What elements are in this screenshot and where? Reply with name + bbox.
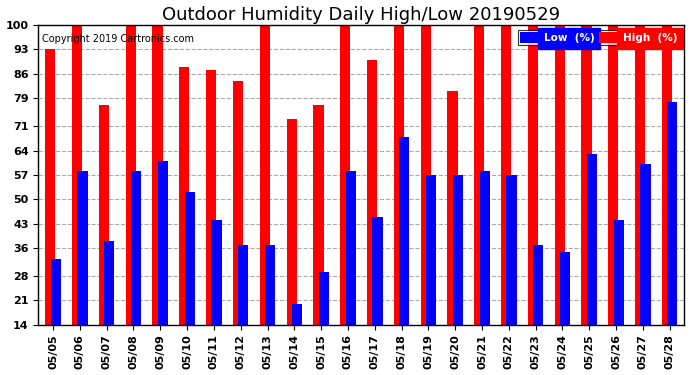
Bar bbox=[206, 70, 216, 325]
Bar bbox=[211, 220, 221, 325]
Bar bbox=[426, 175, 436, 325]
Bar bbox=[667, 102, 678, 325]
Bar bbox=[292, 304, 302, 325]
Bar bbox=[126, 25, 136, 325]
Bar bbox=[453, 175, 463, 325]
Bar bbox=[185, 192, 195, 325]
Bar bbox=[582, 25, 592, 325]
Bar bbox=[265, 244, 275, 325]
Bar bbox=[158, 161, 168, 325]
Legend: Low  (%), High  (%): Low (%), High (%) bbox=[518, 30, 679, 45]
Bar bbox=[555, 25, 565, 325]
Bar bbox=[587, 154, 597, 325]
Bar bbox=[560, 252, 570, 325]
Bar bbox=[286, 119, 297, 325]
Bar bbox=[394, 25, 404, 325]
Bar bbox=[46, 50, 55, 325]
Bar bbox=[613, 220, 624, 325]
Bar bbox=[104, 241, 115, 325]
Bar bbox=[662, 25, 672, 325]
Bar bbox=[506, 175, 517, 325]
Bar bbox=[179, 67, 190, 325]
Bar bbox=[259, 25, 270, 325]
Bar bbox=[400, 136, 409, 325]
Bar bbox=[50, 258, 61, 325]
Bar bbox=[319, 273, 329, 325]
Bar bbox=[77, 171, 88, 325]
Bar bbox=[72, 25, 82, 325]
Bar bbox=[528, 25, 538, 325]
Bar bbox=[533, 244, 544, 325]
Bar bbox=[474, 25, 484, 325]
Bar bbox=[640, 165, 651, 325]
Text: Copyright 2019 Cartronics.com: Copyright 2019 Cartronics.com bbox=[41, 34, 193, 44]
Bar bbox=[635, 25, 645, 325]
Bar bbox=[340, 25, 351, 325]
Bar bbox=[233, 81, 243, 325]
Bar bbox=[421, 25, 431, 325]
Bar bbox=[238, 244, 248, 325]
Bar bbox=[131, 171, 141, 325]
Bar bbox=[99, 105, 109, 325]
Bar bbox=[480, 171, 490, 325]
Bar bbox=[609, 25, 618, 325]
Bar bbox=[447, 91, 457, 325]
Bar bbox=[367, 60, 377, 325]
Title: Outdoor Humidity Daily High/Low 20190529: Outdoor Humidity Daily High/Low 20190529 bbox=[162, 6, 560, 24]
Bar bbox=[501, 25, 511, 325]
Bar bbox=[373, 217, 382, 325]
Bar bbox=[152, 25, 163, 325]
Bar bbox=[313, 105, 324, 325]
Bar bbox=[346, 171, 356, 325]
